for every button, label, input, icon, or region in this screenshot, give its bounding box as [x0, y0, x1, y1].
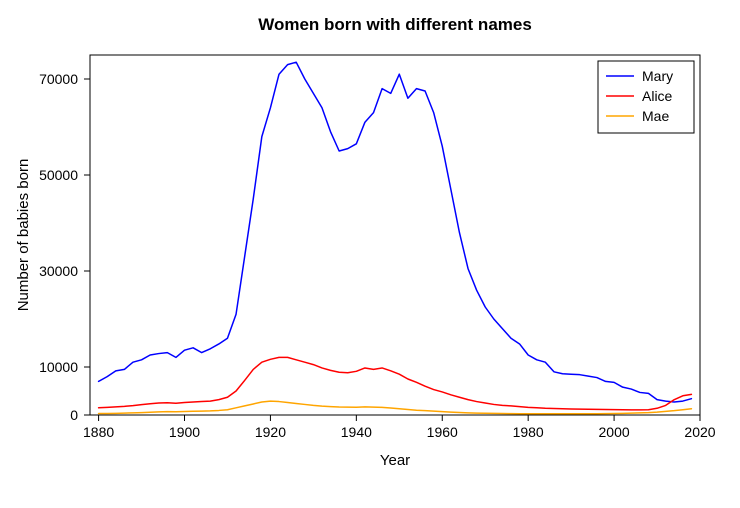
y-tick-label: 50000: [39, 167, 78, 183]
y-tick-label: 10000: [39, 359, 78, 375]
chart-title: Women born with different names: [258, 15, 532, 34]
x-tick-label: 1920: [255, 424, 286, 440]
x-tick-label: 1940: [341, 424, 372, 440]
chart-container: Women born with different names 1880 1900 1…: [0, 0, 740, 508]
x-tick-label: 1960: [427, 424, 458, 440]
y-axis-label: Number of babies born: [15, 159, 32, 312]
x-axis-label: Year: [380, 452, 410, 469]
x-tick-label: 2000: [599, 424, 630, 440]
y-tick-label: 70000: [39, 71, 78, 87]
legend-label-mae: Mae: [642, 108, 669, 124]
x-tick-label: 1900: [169, 424, 200, 440]
x-tick-label: 1980: [513, 424, 544, 440]
x-tick-label: 2020: [684, 424, 715, 440]
legend-label-mary: Mary: [642, 68, 673, 84]
x-tick-label: 1880: [83, 424, 114, 440]
y-tick-label: 0: [70, 407, 78, 423]
legend: Mary Alice Mae: [598, 61, 694, 133]
legend-label-alice: Alice: [642, 88, 673, 104]
line-chart: Women born with different names 1880 1900 1…: [0, 0, 740, 508]
y-tick-label: 30000: [39, 263, 78, 279]
